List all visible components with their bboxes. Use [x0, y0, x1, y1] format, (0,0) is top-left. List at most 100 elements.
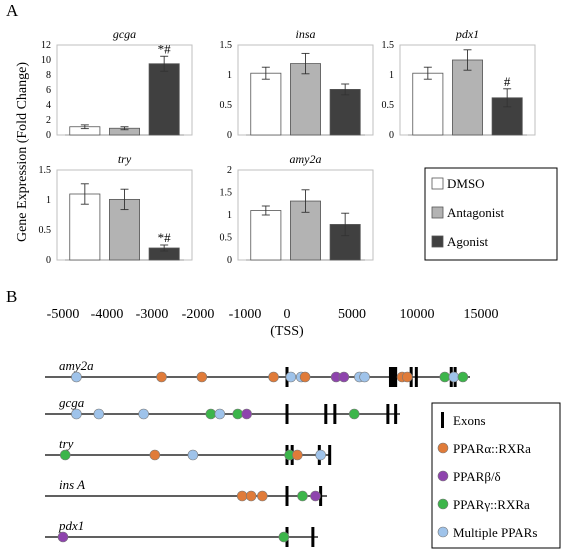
- panel-a-label: A: [6, 1, 19, 20]
- binding-site-delta: [57, 531, 69, 543]
- binding-site-gamma: [348, 408, 360, 420]
- gene-name: try: [59, 436, 74, 451]
- binding-site-gamma: [297, 490, 308, 502]
- binding-site-gamma: [457, 371, 469, 383]
- exon: [324, 404, 328, 424]
- bar-chart-insa: insa 0 0.5 1 1.5: [220, 27, 374, 141]
- gene-track-gcga: gcga: [45, 395, 400, 424]
- exon: [394, 404, 398, 424]
- bar-chart-pdx1: pdx1 0 0.5 1 1.5 #: [382, 27, 536, 141]
- binding-site-multi: [187, 449, 199, 461]
- exon: [285, 486, 289, 506]
- binding-site-alpha: [401, 371, 413, 383]
- binding-site-multi: [214, 408, 226, 420]
- axis-tick-label: -3000: [136, 307, 169, 322]
- binding-site-gamma: [232, 408, 244, 420]
- gene-name: ins A: [59, 477, 85, 492]
- binding-site-multi: [71, 408, 82, 420]
- binding-site-multi: [138, 408, 149, 420]
- binding-site-delta: [310, 490, 321, 502]
- y-tick-label: 12: [41, 40, 51, 51]
- exon: [386, 404, 390, 424]
- y-tick-label: 0: [389, 130, 394, 141]
- y-tick-label: 2: [227, 165, 232, 176]
- y-tick-label: 1.5: [220, 188, 233, 199]
- axis-tick-label: -2000: [182, 307, 215, 322]
- y-tick-label: 0.5: [382, 100, 395, 111]
- axis-tick-label: -1000: [229, 307, 262, 322]
- chart-title: try: [118, 152, 132, 166]
- legend-label: PPARα::RXRa: [453, 441, 531, 456]
- gene-name: gcga: [59, 395, 85, 410]
- chart-title: gcga: [113, 27, 136, 41]
- y-tick-label: 1.5: [382, 40, 395, 51]
- gene-track-try: try: [45, 436, 332, 465]
- binding-site-multi: [71, 371, 82, 383]
- axis-tick-label: 10000: [400, 307, 435, 322]
- legend-swatch: [431, 206, 444, 219]
- binding-site-multi: [315, 449, 326, 461]
- y-tick-label: 4: [46, 100, 51, 111]
- legend-label: DMSO: [447, 176, 485, 191]
- y-tick-label: 6: [46, 85, 51, 96]
- y-tick-label: 0: [227, 255, 232, 266]
- binding-site-gamma: [59, 449, 71, 461]
- y-tick-label: 1.5: [220, 40, 233, 51]
- exon: [388, 367, 392, 387]
- axis-tick-label: 15000: [464, 307, 499, 322]
- binding-site-gamma: [205, 408, 217, 420]
- legend-swatch: [431, 235, 444, 248]
- exon: [394, 367, 398, 387]
- gene-track-ins-A: ins A: [45, 477, 327, 506]
- gene-name: amy2a: [59, 358, 94, 373]
- legend-site-mark: [437, 442, 449, 454]
- y-tick-label: 8: [46, 70, 51, 81]
- legend-label: Antagonist: [447, 205, 504, 220]
- binding-site-alpha: [257, 490, 268, 502]
- legend-site-mark: [437, 526, 449, 538]
- bar-chart-try: try 0 0.5 1 1.5 *#: [39, 152, 193, 266]
- axis-tick-label: -5000: [47, 307, 80, 322]
- binding-site-delta: [241, 408, 252, 420]
- bar-dmso: [412, 72, 444, 136]
- treatment-legend: DMSO Antagonist Agonist: [424, 167, 558, 261]
- legend-label: PPARβ/δ: [453, 469, 501, 484]
- binding-site-multi: [93, 408, 105, 420]
- legend-label: PPARγ::RXRa: [453, 497, 530, 512]
- binding-site-alpha: [245, 490, 257, 502]
- binding-site-alpha: [149, 449, 161, 461]
- legend-swatch: [431, 177, 444, 190]
- y-axis-label: Gene Expression (Fold Change): [15, 62, 30, 242]
- y-tick-label: 1: [389, 70, 394, 81]
- legend-exon-mark: [441, 412, 444, 428]
- y-tick-label: 0: [227, 130, 232, 141]
- binding-site-alpha: [299, 371, 311, 383]
- y-tick-label: 1: [227, 70, 232, 81]
- legend-label: Agonist: [447, 234, 489, 249]
- legend-site-mark: [437, 470, 449, 482]
- y-tick-label: 1.5: [39, 165, 52, 176]
- significance-marker: #: [504, 74, 511, 89]
- bar-dmso: [250, 72, 282, 136]
- gene-track-pdx1: pdx1: [45, 518, 318, 547]
- bar-chart-gcga: gcga 0 2 4 6 8 10 12 *#: [41, 27, 193, 141]
- y-tick-label: 10: [41, 55, 51, 66]
- exon: [391, 367, 395, 387]
- binding-site-alpha: [236, 490, 248, 502]
- binding-site-multi: [448, 371, 460, 383]
- bar-chart-amy2a: amy2a 0 0.5 1 1.5 2: [220, 152, 374, 266]
- exon: [285, 404, 289, 424]
- binding-site-gamma: [439, 371, 451, 383]
- tss-label: (TSS): [270, 324, 304, 339]
- exon: [328, 445, 332, 465]
- bar-dmso: [250, 210, 282, 261]
- chart-title: insa: [295, 27, 315, 41]
- promoter-map: -5000 -4000 -3000 -2000 -1000 0 5000 10000 15000…: [45, 307, 561, 549]
- gene-name: pdx1: [58, 518, 84, 533]
- chart-title: pdx1: [455, 27, 479, 41]
- axis-tick-label: -4000: [91, 307, 124, 322]
- bar-antagonist: [452, 59, 483, 136]
- y-tick-label: 0.5: [39, 225, 52, 236]
- axis-tick-label: 0: [284, 307, 291, 322]
